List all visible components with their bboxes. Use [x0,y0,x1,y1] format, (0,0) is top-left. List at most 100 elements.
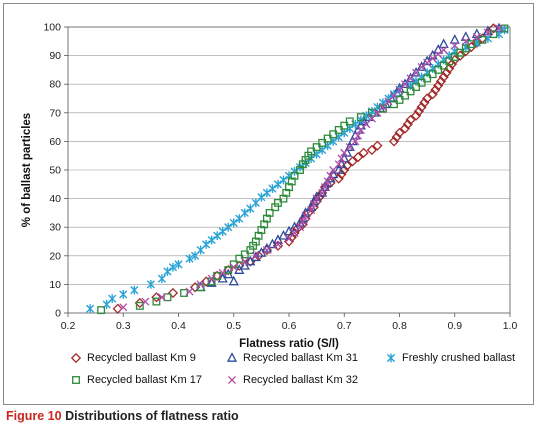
data-point [367,108,376,117]
data-point [157,274,167,284]
data-point [265,208,274,217]
cross-marker-icon [227,375,237,385]
legend-label: Recycled ballast Km 32 [243,374,358,386]
y-axis-label: % of ballast particles [21,113,33,227]
data-point [340,121,349,130]
data-point [146,280,155,289]
legend-marker [72,376,80,384]
legend-label: Recycled ballast Km 17 [87,374,202,386]
y-tick-label: 80 [49,79,61,91]
data-point [334,126,343,134]
data-point [399,123,411,134]
data-point [449,34,460,44]
data-point [206,277,217,287]
data-point [417,78,426,87]
data-point [434,50,443,59]
square-marker-icon [72,376,80,384]
data-point [119,290,128,299]
data-point [439,61,448,70]
data-point [372,140,383,151]
data-point [213,231,222,241]
data-point [251,251,260,260]
data-series [86,22,509,315]
data-point [450,41,459,50]
data-point [417,62,426,72]
data-point [86,304,95,314]
data-point [413,106,424,117]
y-tick-label: 40 [49,193,61,205]
data-point [218,268,227,278]
data-point [435,76,447,87]
legend-marker [386,353,396,363]
series-recycled-ballast-km-32 [119,24,504,312]
data-point [352,152,364,163]
data-point [97,306,106,315]
data-point [433,44,444,54]
gridlines [68,55,510,285]
legend-marker [70,352,82,364]
data-point [240,250,249,259]
x-tick-label: 0.5 [226,320,241,332]
data-point [268,184,277,193]
data-point [445,57,454,66]
data-point [202,239,211,249]
data-point [151,292,162,303]
data-point [366,144,377,156]
data-point [224,222,233,232]
data-point [427,89,438,100]
data-point [273,179,283,189]
x-tick-label: 0.8 [392,320,407,332]
data-point [428,54,437,63]
data-point [423,74,432,83]
data-point [388,136,400,147]
x-tick-label: 0.6 [282,320,297,332]
x-tick-label: 0.7 [337,320,352,332]
data-point [472,32,481,42]
figure-title: Distributions of flatness ratio [65,409,239,423]
data-point [402,119,413,130]
data-point [119,303,128,312]
data-point [416,101,427,113]
y-tick-label: 100 [43,22,61,34]
data-point [334,160,343,169]
data-point [428,70,437,79]
data-point [163,293,172,302]
data-point [483,28,492,37]
data-point [240,257,249,266]
x-tick-label: 0.3 [116,320,131,332]
data-point [323,177,332,186]
data-point [446,59,458,70]
data-point [262,188,271,198]
data-point [461,37,470,46]
data-point [441,67,452,78]
data-point [410,110,422,121]
data-point [163,267,172,276]
data-point [185,254,194,264]
y-tick-label: 0 [55,308,61,320]
legend-item: Recycled ballast Km 17 [70,374,202,386]
data-point [207,235,216,245]
series-recycled-ballast-km-17 [97,24,509,315]
data-point [395,95,404,104]
data-point [438,38,449,49]
data-point [174,259,183,269]
data-point [273,240,283,249]
data-point [167,287,179,299]
data-point [312,143,321,152]
data-point [337,154,346,163]
data-point [433,80,444,91]
data-point [307,147,316,156]
data-point [488,23,499,34]
data-point [412,83,421,92]
legend-label: Recycled ballast Km 31 [243,352,358,364]
data-point [229,263,238,272]
x-tick-label: 0.9 [447,320,462,332]
legend-marker [227,375,237,385]
data-point [439,45,448,54]
axis-ticks: 0 10 20 30 40 50 60 70 80 90 100 0.2 0.3 0.4 0.5 0.6 0.7… [43,22,517,333]
data-point [318,138,327,147]
data-point [500,24,509,33]
data-point [141,297,150,306]
data-point [378,104,387,113]
y-tick-label: 30 [49,222,61,234]
